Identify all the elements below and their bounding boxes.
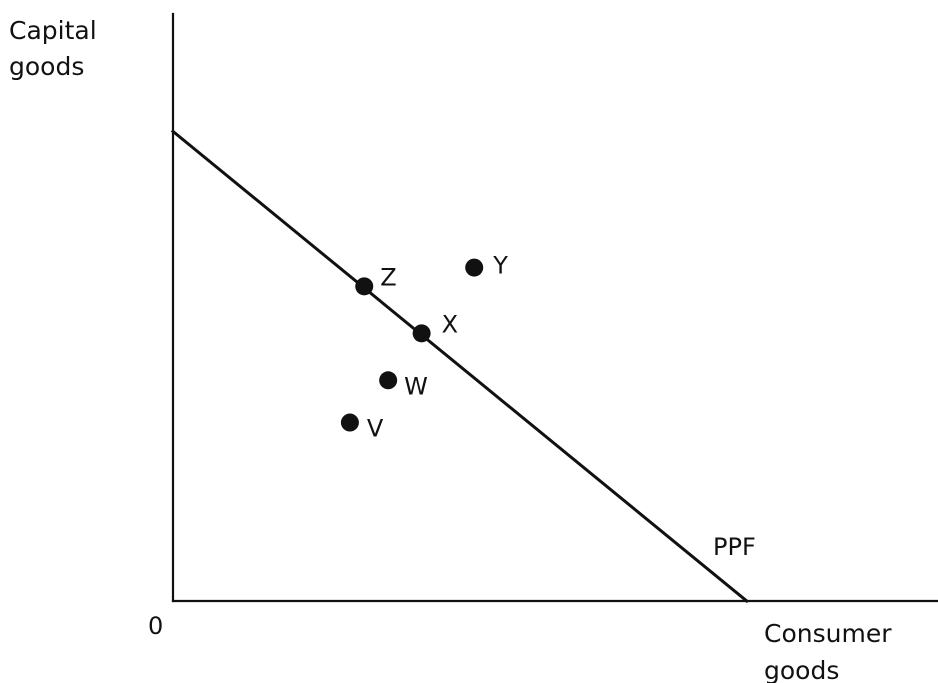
- ppf-series-label: PPF: [713, 533, 756, 561]
- point-label-x: X: [442, 310, 458, 338]
- point-label-v: V: [367, 415, 384, 443]
- point-label-w: W: [404, 372, 428, 400]
- point-label-z: Z: [380, 263, 396, 291]
- ppf-line: [170, 129, 749, 604]
- y-axis-label-line-2: goods: [9, 52, 84, 81]
- point-label-y: Y: [492, 252, 508, 280]
- point-v: [340, 413, 359, 432]
- point-w: [379, 371, 398, 390]
- points-layer: Z X Y WV: [340, 252, 508, 443]
- x-axis-label-line-2: goods: [764, 656, 839, 683]
- y-axis-label-line-1: Capital: [9, 16, 97, 45]
- point-y: [465, 258, 484, 277]
- point-z: [355, 277, 374, 296]
- x-axis-label-line-1: Consumer: [764, 619, 892, 648]
- point-x: [412, 324, 431, 343]
- origin-label: 0: [148, 612, 163, 640]
